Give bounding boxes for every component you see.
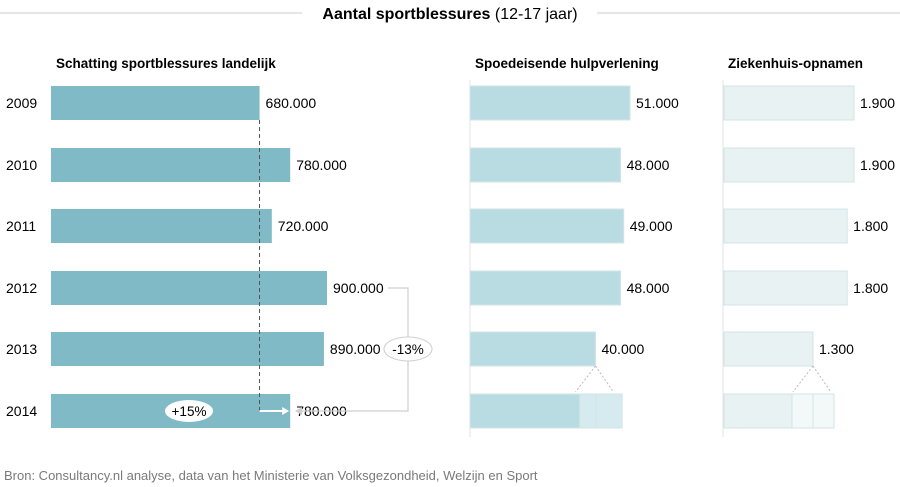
bar-spoed-2010 [469, 147, 622, 183]
bar-ziekenhuis-2014-segment-2 [791, 393, 814, 429]
series-landelijk: 680.000780.000720.000900.000890.000780.0… [51, 86, 384, 428]
value-label-spoed-2009: 51.000 [636, 95, 679, 111]
value-label-landelijk-2009: 680.000 [266, 95, 317, 111]
value-label-spoed-2011: 49.000 [630, 218, 673, 234]
chart-title-main: Aantal sportblessures [322, 6, 490, 23]
bar-spoed-2014-segment-1 [469, 393, 581, 429]
value-label-spoed-2012: 48.000 [627, 280, 670, 296]
value-label-landelijk-2011: 720.000 [278, 218, 329, 234]
bar-spoed-2012 [469, 270, 622, 306]
series-spoed: 51.000 48.000 49.000 48.000 40.000 [469, 85, 679, 429]
chart-title: Aantal sportblessures (12-17 jaar) [322, 6, 577, 23]
bar-ziekenhuis-2014-segment-3 [812, 393, 835, 429]
arrow-plus15-head [282, 407, 290, 415]
chart-title-sub: (12-17 jaar) [490, 6, 577, 23]
bar-ziekenhuis-2014-segment-1 [723, 393, 793, 429]
value-label-landelijk-2010: 780.000 [296, 157, 347, 173]
bar-landelijk-2009 [51, 86, 260, 120]
year-labels: 2009 2010 2011 2012 2013 2014 [6, 95, 37, 419]
value-label-spoed-2013: 40.000 [601, 341, 644, 357]
badge-minus13 [383, 336, 433, 362]
bar-ziekenhuis-2011 [723, 208, 848, 244]
value-label-spoed-2010: 48.000 [627, 157, 670, 173]
bar-ziekenhuis-2009 [723, 85, 855, 121]
series-ziekenhuis: 1.900 1.900 1.800 1.800 1.300 [723, 85, 895, 429]
value-label-ziekenhuis-2010: 1.900 [860, 157, 895, 173]
value-label-ziekenhuis-2009: 1.900 [860, 95, 895, 111]
connector-ziekenhuis-right [812, 365, 832, 393]
bar-spoed-2014-segment-3 [595, 393, 623, 429]
bar-landelijk-2011 [51, 209, 272, 243]
year-label-2014: 2014 [6, 403, 37, 419]
annotation-minus13: -13% [392, 342, 424, 357]
value-label-landelijk-2012: 900.000 [333, 280, 384, 296]
connector-spoed-left [575, 365, 596, 393]
connector-spoed-right [595, 365, 614, 393]
bar-landelijk-2012 [51, 271, 327, 305]
bar-landelijk-2013 [51, 332, 324, 366]
bar-spoed-2013 [469, 331, 596, 367]
value-label-ziekenhuis-2012: 1.800 [853, 280, 888, 296]
year-label-2011: 2011 [6, 218, 36, 234]
bar-ziekenhuis-2013 [723, 331, 814, 367]
panel-title-spoed: Spoedeisende hulpverlening [475, 56, 659, 71]
connector-ziekenhuis-left [792, 365, 814, 393]
year-label-2013: 2013 [6, 341, 37, 357]
value-label-ziekenhuis-2011: 1.800 [853, 218, 888, 234]
bar-landelijk-2010 [51, 148, 291, 182]
bar-spoed-2009 [469, 85, 631, 121]
value-label-landelijk-2013: 890.000 [330, 341, 381, 357]
bar-ziekenhuis-2012 [723, 270, 848, 306]
panel-title-landelijk: Schatting sportblessures landelijk [56, 56, 276, 71]
bar-ziekenhuis-2010 [723, 147, 855, 183]
annotations: +15% -13% [165, 120, 433, 422]
source-note: Bron: Consultancy.nl analyse, data van h… [4, 468, 538, 483]
annotation-plus15: +15% [172, 404, 207, 419]
panel-title-ziekenhuis: Ziekenhuis-opnamen [728, 56, 863, 71]
badge-plus15 [165, 400, 213, 422]
year-label-2012: 2012 [6, 280, 37, 296]
bar-spoed-2014-segment-2 [579, 393, 597, 429]
bracket-minus13-arrowhead [295, 407, 302, 415]
bar-spoed-2011 [469, 208, 625, 244]
year-label-2010: 2010 [6, 157, 37, 173]
value-label-ziekenhuis-2013: 1.300 [819, 341, 854, 357]
year-label-2009: 2009 [6, 95, 37, 111]
